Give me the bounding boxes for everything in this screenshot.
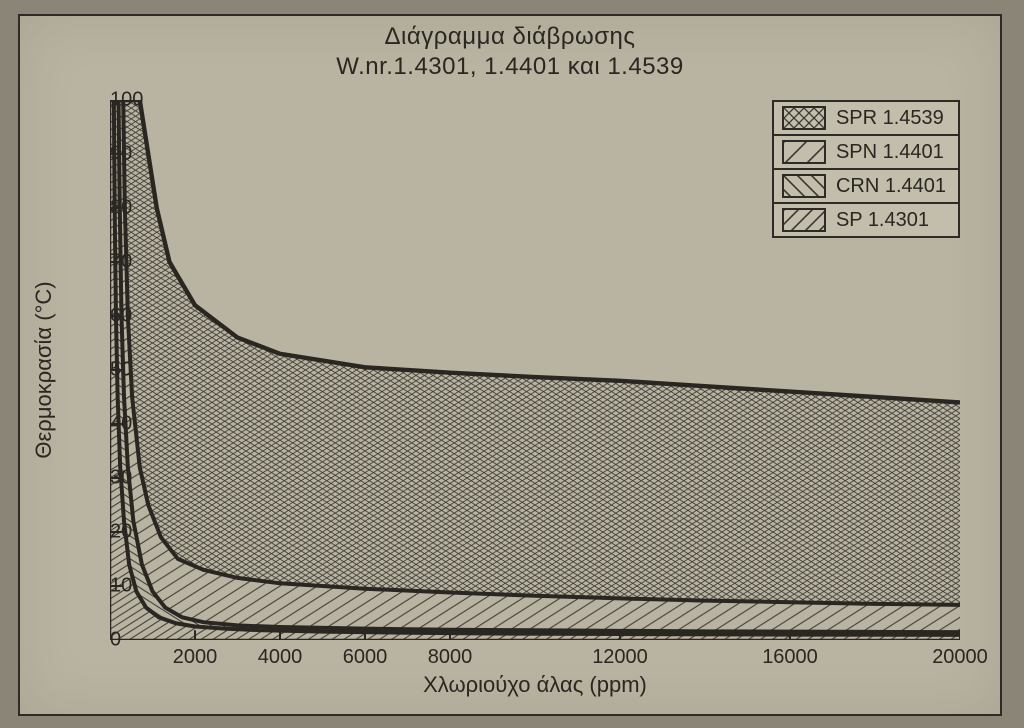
chart-title-line1: Διάγραμμα διάβρωσης bbox=[20, 22, 1000, 52]
legend-row: CRN 1.4401 bbox=[774, 170, 958, 204]
legend-label: SPN 1.4401 bbox=[836, 141, 944, 164]
y-tick-label: 90 bbox=[110, 143, 118, 166]
y-tick-label: 100 bbox=[110, 89, 118, 112]
legend-swatch bbox=[782, 174, 826, 198]
y-tick-label: 50 bbox=[110, 359, 118, 382]
chart-title-line2: W.nr.1.4301, 1.4401 και 1.4539 bbox=[20, 52, 1000, 82]
y-tick-label: 40 bbox=[110, 413, 118, 436]
legend-row: SP 1.4301 bbox=[774, 204, 958, 236]
x-tick-label: 8000 bbox=[428, 640, 473, 669]
y-tick-label: 10 bbox=[110, 575, 118, 598]
legend: SPR 1.4539 bbox=[772, 100, 960, 238]
legend-swatch bbox=[782, 208, 826, 232]
plot-wrap: Θερμοκρασία (°C) Χλωριούχο άλας (ppm) bbox=[110, 100, 960, 640]
x-tick-label: 2000 bbox=[173, 640, 218, 669]
y-tick-label: 60 bbox=[110, 305, 118, 328]
page: Διάγραμμα διάβρωσης W.nr.1.4301, 1.4401 … bbox=[0, 0, 1024, 728]
legend-label: SP 1.4301 bbox=[836, 209, 929, 232]
legend-label: SPR 1.4539 bbox=[836, 107, 944, 130]
x-axis-title: Χλωριούχο άλας (ppm) bbox=[423, 672, 647, 698]
x-tick-label: 4000 bbox=[258, 640, 303, 669]
legend-swatch bbox=[782, 140, 826, 164]
legend-row: SPN 1.4401 bbox=[774, 136, 958, 170]
y-tick-label: 70 bbox=[110, 251, 118, 274]
y-tick-label: 0 bbox=[110, 629, 118, 652]
y-tick-label: 80 bbox=[110, 197, 118, 220]
y-axis-title: Θερμοκρασία (°C) bbox=[31, 281, 57, 458]
x-tick-label: 6000 bbox=[343, 640, 388, 669]
y-tick-label: 30 bbox=[110, 467, 118, 490]
y-tick-label: 20 bbox=[110, 521, 118, 544]
x-tick-label: 16000 bbox=[762, 640, 818, 669]
chart-panel: Διάγραμμα διάβρωσης W.nr.1.4301, 1.4401 … bbox=[18, 14, 1002, 716]
x-tick-label: 20000 bbox=[932, 640, 988, 669]
legend-label: CRN 1.4401 bbox=[836, 175, 946, 198]
x-tick-label: 12000 bbox=[592, 640, 648, 669]
legend-row: SPR 1.4539 bbox=[774, 102, 958, 136]
chart-title: Διάγραμμα διάβρωσης W.nr.1.4301, 1.4401 … bbox=[20, 16, 1000, 82]
legend-swatch bbox=[782, 106, 826, 130]
